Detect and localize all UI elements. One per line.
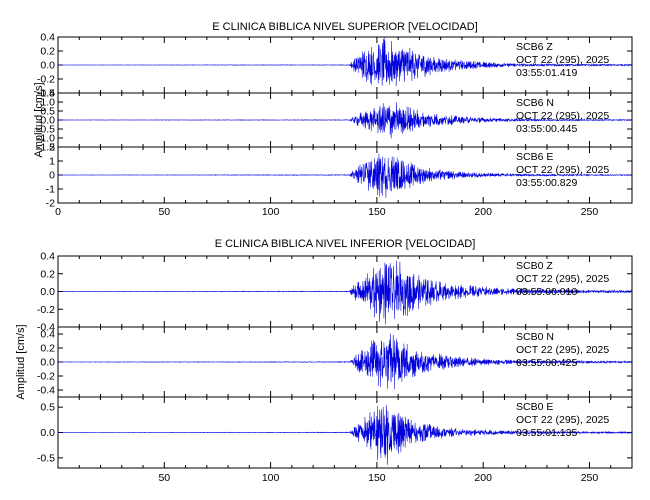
y-tick-label: -0.5 [37, 452, 55, 464]
x-tick-label: 100 [262, 206, 280, 218]
panel-title: E CLINICA BIBLICA NIVEL SUPERIOR [VELOCI… [212, 21, 478, 33]
station-label: SCB6 Z [516, 41, 553, 53]
x-tick-label: 250 [581, 472, 599, 484]
trace-time: 03:55:00.010 [516, 286, 577, 298]
x-tick-label: 150 [368, 206, 386, 218]
y-tick-label: -0.4 [37, 385, 55, 397]
trace-date: OCT 22 (295), 2025 [516, 414, 609, 426]
y-tick-label: 0.5 [40, 106, 55, 118]
y-tick-label: 1 [49, 156, 55, 168]
y-tick-label: 0.4 [40, 32, 55, 44]
y-tick-label: -1.0 [37, 133, 55, 145]
y-tick-label: 0 [49, 170, 55, 182]
trace-date: OCT 22 (295), 2025 [516, 164, 609, 176]
trace-time: 03:55:00.445 [516, 123, 577, 135]
y-tick-label: -0.5 [37, 124, 55, 136]
x-tick-label: 200 [474, 472, 492, 484]
trace-time: 03:55:00.829 [516, 177, 577, 189]
x-tick-label: 100 [262, 472, 280, 484]
panel-title: E CLINICA BIBLICA NIVEL INFERIOR [VELOCI… [215, 238, 476, 250]
y-tick-label: 0.2 [40, 343, 55, 355]
station-label: SCB6 N [516, 97, 554, 109]
y-axis-label: Amplitud [cm/s] [15, 324, 27, 399]
y-tick-label: 2 [49, 142, 55, 154]
station-label: SCB0 N [516, 331, 554, 343]
trace-waveform [57, 102, 633, 139]
y-tick-label: 0.4 [40, 251, 55, 263]
trace-time: 03:55:01.419 [516, 67, 577, 79]
trace-date: OCT 22 (295), 2025 [516, 273, 609, 285]
y-tick-label: 1.0 [40, 97, 55, 109]
x-tick-label: 50 [158, 206, 170, 218]
station-label: SCB0 Z [516, 260, 553, 272]
y-tick-label: 0.0 [40, 286, 55, 298]
y-tick-label: 1.5 [40, 88, 55, 100]
y-tick-label: -0.4 [37, 88, 55, 100]
trace-waveform [57, 153, 633, 198]
trace-waveform [57, 260, 633, 325]
station-label: SCB0 E [516, 401, 553, 413]
y-tick-label: -0.4 [37, 322, 55, 334]
y-tick-label: 0.2 [40, 46, 55, 58]
y-tick-label: 0.0 [40, 60, 55, 72]
y-tick-label: 0.2 [40, 268, 55, 280]
y-tick-label: 0.4 [40, 329, 55, 341]
y-tick-label: -2 [46, 198, 55, 210]
trace-date: OCT 22 (295), 2025 [516, 54, 609, 66]
x-tick-label: 250 [581, 206, 599, 218]
trace-waveform [57, 333, 633, 390]
y-tick-label: 0.0 [40, 427, 55, 439]
trace-time: 03:55:01.135 [516, 427, 577, 439]
trace-waveform [57, 404, 633, 465]
x-tick-label: 0 [55, 206, 61, 218]
y-tick-label: 0.5 [40, 402, 55, 414]
y-tick-label: -1 [46, 184, 55, 196]
y-tick-label: 0.0 [40, 357, 55, 369]
x-tick-label: 50 [158, 472, 170, 484]
y-tick-label: -0.2 [37, 74, 55, 86]
trace-date: OCT 22 (295), 2025 [516, 110, 609, 122]
x-tick-label: 200 [474, 206, 492, 218]
y-tick-label: -0.2 [37, 304, 55, 316]
y-tick-label: -0.2 [37, 371, 55, 383]
trace-time: 03:55:00.425 [516, 357, 577, 369]
trace-date: OCT 22 (295), 2025 [516, 344, 609, 356]
x-tick-label: 150 [368, 472, 386, 484]
trace-waveform [57, 37, 633, 87]
station-label: SCB6 E [516, 151, 553, 163]
y-tick-label: -1.5 [37, 142, 55, 154]
y-tick-label: 0.0 [40, 115, 55, 127]
y-axis-label: Amplitud [cm/s] [33, 82, 45, 157]
